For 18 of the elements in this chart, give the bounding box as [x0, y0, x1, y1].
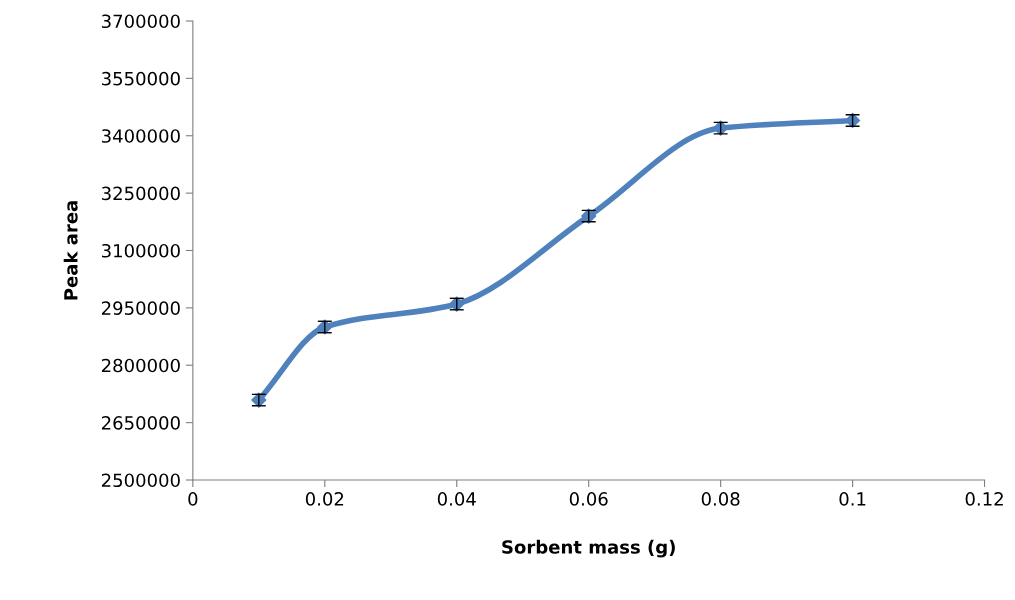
y-tick-label: 3400000	[102, 129, 180, 143]
y-tick-label: 2500000	[101, 473, 180, 488]
y-tick-label: 3100000	[102, 243, 180, 258]
x-tick-label: 0	[188, 492, 198, 506]
y-tick-label: 2950000	[101, 301, 180, 315]
x-tick-label: 0.1	[839, 492, 866, 506]
y-tick-label: 3550000	[102, 71, 180, 86]
x-tick-label: 0.12	[965, 492, 1003, 506]
x-axis-title: Sorbent mass (g)	[502, 539, 675, 558]
y-tick-label: 3250000	[102, 186, 180, 201]
x-tick-label: 0.08	[701, 492, 740, 506]
y-tick-label: 2650000	[101, 416, 180, 430]
y-axis-title: Peak area	[63, 201, 78, 300]
y-tick-label: 3700000	[102, 14, 180, 29]
x-tick-label: 0.02	[305, 492, 344, 506]
x-tick-label: 0.06	[569, 492, 608, 506]
y-tick-label: 2800000	[101, 358, 180, 373]
x-tick-label: 0.04	[437, 492, 476, 506]
